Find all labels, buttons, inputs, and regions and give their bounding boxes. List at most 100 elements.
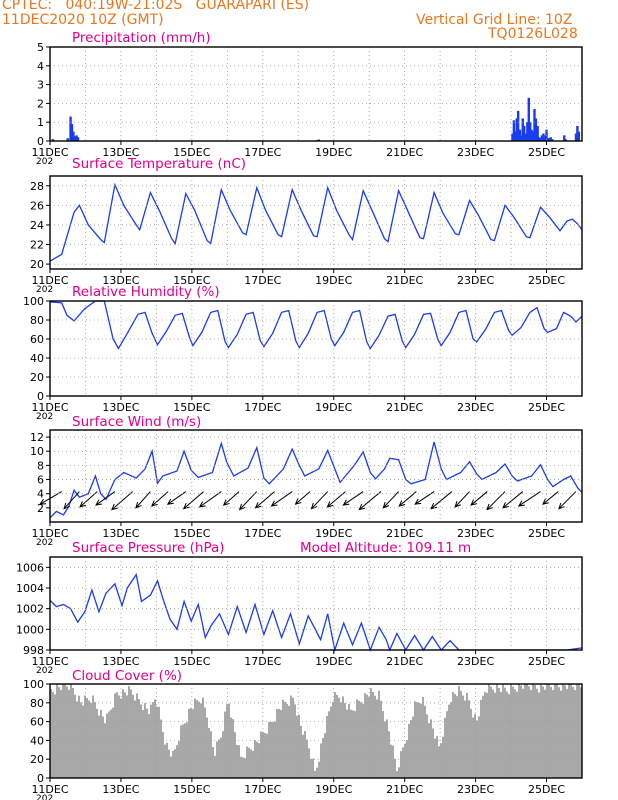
- cloud-bar-53: [156, 706, 158, 778]
- wind-arrow-head-25: [486, 503, 493, 511]
- cloud-bar-10: [70, 684, 72, 778]
- cloud-bar-121: [292, 697, 294, 778]
- precip-bar-1: [66, 138, 69, 141]
- cloud-bar-249: [548, 684, 550, 778]
- cloud-bar-176: [402, 747, 404, 778]
- cloud-bar-108: [266, 733, 268, 778]
- precip-bar-14: [516, 110, 520, 141]
- y-tick-label-0: 0: [37, 772, 44, 785]
- cloud-bar-168: [386, 719, 388, 778]
- cloud-bar-256: [562, 684, 564, 778]
- wind-arrow-shaft-8: [183, 491, 204, 510]
- wind-arrow-shaft-20: [398, 491, 417, 507]
- panel-6: 0 20 40 60 80 100 11DEC 13DEC 15DEC 17DEC 19DEC 21D…: [23, 668, 583, 800]
- cloud-bar-101: [252, 750, 254, 778]
- wind-arrow-shaft-13: [271, 491, 293, 507]
- y-tick-label-0: 998: [23, 644, 44, 657]
- cloud-bar-13: [76, 701, 78, 778]
- cloud-bar-195: [440, 743, 442, 778]
- cloud-bar-247: [544, 689, 546, 778]
- cloud-bar-2: [54, 694, 56, 778]
- y-tick-label-1: 20: [30, 753, 44, 766]
- y-tick-label-0: 2: [37, 502, 44, 515]
- cloud-bar-28: [106, 713, 108, 778]
- cloud-bar-79: [208, 727, 210, 778]
- y-tick-label-3: 60: [30, 333, 44, 346]
- cloud-bar-241: [532, 684, 534, 778]
- cloud-bar-14: [78, 695, 80, 778]
- cloud-bar-49: [148, 714, 150, 778]
- cloud-bar-257: [564, 685, 566, 778]
- cloud-bar-119: [288, 705, 290, 778]
- cloud-bar-198: [446, 711, 448, 778]
- panel-1: 0 1 2 3 4 5 11DEC 13DEC 15DEC 17DEC 19DEC 21DEC 23DE…: [31, 30, 583, 167]
- cloud-bar-71: [192, 709, 194, 778]
- x-tick-label-6: 23DEC: [457, 401, 494, 414]
- cloud-bar-92: [234, 732, 236, 778]
- cloud-bar-38: [126, 695, 128, 778]
- cloud-bar-246: [542, 686, 544, 778]
- wind-arrow-shaft-6: [151, 491, 169, 507]
- cloud-bar-132: [314, 770, 316, 778]
- x-year-fragment: 202: [36, 794, 53, 800]
- cloud-bar-135: [320, 743, 322, 778]
- x-tick-label-6: 23DEC: [457, 655, 494, 668]
- wind-arrow-head-29: [558, 502, 565, 510]
- cloud-bar-191: [432, 728, 434, 778]
- wind-arrow-shaft-3: [95, 491, 116, 506]
- cloud-bar-215: [480, 699, 482, 778]
- x-tick-label-2: 15DEC: [173, 401, 210, 414]
- wind-arrow-head-0: [39, 498, 47, 505]
- cloud-bar-63: [176, 745, 178, 778]
- cloud-bar-125: [300, 725, 302, 778]
- cloud-bar-253: [556, 684, 558, 778]
- x-year-fragment: 202: [36, 666, 53, 676]
- cloud-bar-192: [434, 738, 436, 778]
- cloud-bar-244: [538, 692, 540, 778]
- header-run-time: 11DEC2020 10Z (GMT): [2, 12, 164, 28]
- cloud-bar-131: [312, 758, 314, 778]
- wind-arrow-head-19: [382, 501, 390, 509]
- cloud-bar-0: [50, 689, 52, 778]
- cloud-bar-1: [52, 691, 54, 778]
- series-line: [49, 182, 583, 262]
- cloud-bar-243: [536, 688, 538, 778]
- wind-arrow-shaft-1: [63, 491, 80, 510]
- x-tick-label-3: 17DEC: [244, 274, 281, 287]
- cloud-bar-138: [326, 716, 328, 778]
- precip-bar-22: [529, 122, 532, 141]
- precip-bar-6: [75, 135, 78, 141]
- cloud-bar-170: [390, 744, 392, 778]
- panel-frame: [49, 683, 583, 779]
- cloud-bar-56: [162, 732, 164, 778]
- precip-bar-31: [542, 133, 545, 141]
- cloud-bar-208: [466, 692, 468, 778]
- cloud-bar-126: [302, 734, 304, 778]
- cloud-bar-137: [324, 733, 326, 778]
- header-model-code: TQ0126L028: [488, 26, 578, 42]
- wind-arrow-head-18: [358, 503, 366, 511]
- y-tick-label-4: 80: [30, 314, 44, 327]
- x-tick-label-5: 21DEC: [386, 655, 423, 668]
- wind-arrow-head-2: [79, 501, 86, 508]
- cloud-bar-220: [490, 686, 492, 778]
- cloud-bar-227: [504, 687, 506, 778]
- x-year-fragment: 202: [36, 412, 53, 422]
- cloud-bar-221: [492, 689, 494, 778]
- series-line: [49, 441, 583, 519]
- cloud-bar-54: [158, 706, 160, 778]
- wind-arrow-head-10: [222, 499, 230, 506]
- cloud-bar-161: [372, 691, 374, 778]
- x-tick-label-0: 11DEC: [31, 401, 68, 414]
- y-tick-label-3: 60: [30, 716, 44, 729]
- cloud-bar-76: [202, 697, 204, 778]
- x-tick-label-4: 19DEC: [315, 401, 352, 414]
- cloud-bar-171: [392, 745, 394, 778]
- cloud-bar-258: [566, 688, 568, 778]
- cloud-bar-203: [456, 696, 458, 778]
- wind-arrow-shaft-25: [486, 491, 506, 510]
- cloud-bar-123: [296, 715, 298, 778]
- wind-arrow-shaft-9: [199, 491, 222, 508]
- precip-bar-15: [518, 129, 522, 141]
- cloud-bar-3: [56, 684, 58, 778]
